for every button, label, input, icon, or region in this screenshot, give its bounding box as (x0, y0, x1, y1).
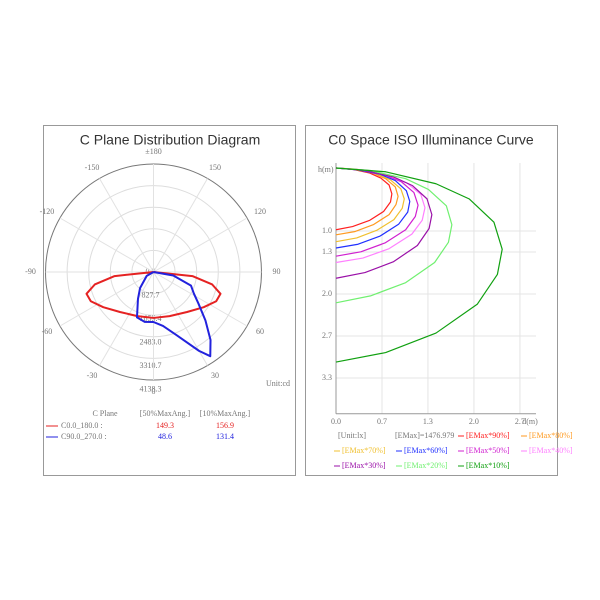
table-header: [10%MaxAng.] (200, 409, 251, 418)
angle-tick-label: -150 (85, 163, 100, 172)
x-tick-label: 2.7 (515, 417, 525, 426)
y-tick-label: 3.3 (322, 373, 332, 382)
angle-tick-label: 150 (209, 163, 221, 172)
chart-title: C0 Space ISO Illuminance Curve (328, 132, 534, 148)
r-tick-label: 3310.7 (140, 361, 162, 370)
table-value: 131.4 (216, 432, 234, 441)
legend-label: [EMax*20%] (404, 461, 448, 470)
legend-label: [EMax*40%] (529, 446, 573, 455)
grid-spoke (153, 271, 248, 327)
x-tick-label: 1.3 (423, 417, 433, 426)
intensity-curve (85, 271, 222, 319)
y-tick-label: 1.0 (322, 226, 332, 235)
r-tick-label: 2483.0 (140, 337, 162, 346)
table-value: 48.6 (158, 432, 172, 441)
unit-label: Unit:cd (266, 379, 290, 388)
legend-label: [EMax*30%] (342, 461, 386, 470)
table-header: [50%MaxAng.] (140, 409, 191, 418)
y-axis-label: h(m) (318, 165, 334, 174)
emax-label: [EMax]=1476.979 (395, 431, 454, 440)
unit-label: [Unit:lx] (338, 431, 366, 440)
angle-tick-label: 60 (256, 327, 264, 336)
x-axis-label: d(m) (522, 417, 538, 426)
x-tick-label: 2.0 (469, 417, 479, 426)
grid-spoke (153, 178, 208, 273)
intensity-curve (135, 271, 212, 358)
angle-tick-label: -120 (40, 207, 55, 216)
angle-tick-label: ±180 (145, 147, 161, 156)
x-tick-label: 0.7 (377, 417, 387, 426)
grid-spoke (153, 217, 248, 273)
legend-label: C0.0_180.0 : (61, 421, 103, 430)
r-tick-label: 827.7 (142, 290, 160, 299)
y-tick-label: 2.0 (322, 289, 332, 298)
grid-spoke (59, 217, 154, 273)
angle-tick-label: 120 (254, 207, 266, 216)
grid-spoke (99, 178, 154, 273)
iso-curve (335, 167, 453, 304)
angle-tick-label: 30 (211, 371, 219, 380)
angle-tick-label: -90 (25, 267, 36, 276)
grid-spoke (99, 271, 154, 366)
iso-curve (335, 167, 503, 363)
legend-label: [EMax*60%] (404, 446, 448, 455)
y-tick-label: 1.3 (322, 247, 332, 256)
legend-label: [EMax*70%] (342, 446, 386, 455)
table-value: 156.9 (216, 421, 234, 430)
table-header: C Plane (92, 409, 118, 418)
angle-tick-label: -60 (42, 327, 53, 336)
y-tick-label: 2.7 (322, 331, 332, 340)
legend-label: [EMax*50%] (466, 446, 510, 455)
legend-label: C90.0_270.0 : (61, 432, 107, 441)
grid-spoke (59, 271, 154, 327)
angle-tick-label: 90 (273, 267, 281, 276)
angle-tick-label: 0 (152, 387, 156, 396)
x-tick-label: 0.0 (331, 417, 341, 426)
table-value: 149.3 (156, 421, 174, 430)
legend-label: [EMax*80%] (529, 431, 573, 440)
angle-tick-label: -30 (87, 371, 98, 380)
legend-label: [EMax*10%] (466, 461, 510, 470)
legend-label: [EMax*90%] (466, 431, 510, 440)
chart-title: C Plane Distribution Diagram (80, 132, 261, 148)
iso-curve (335, 167, 433, 279)
r-tick-label: 4138.3 (140, 385, 162, 394)
